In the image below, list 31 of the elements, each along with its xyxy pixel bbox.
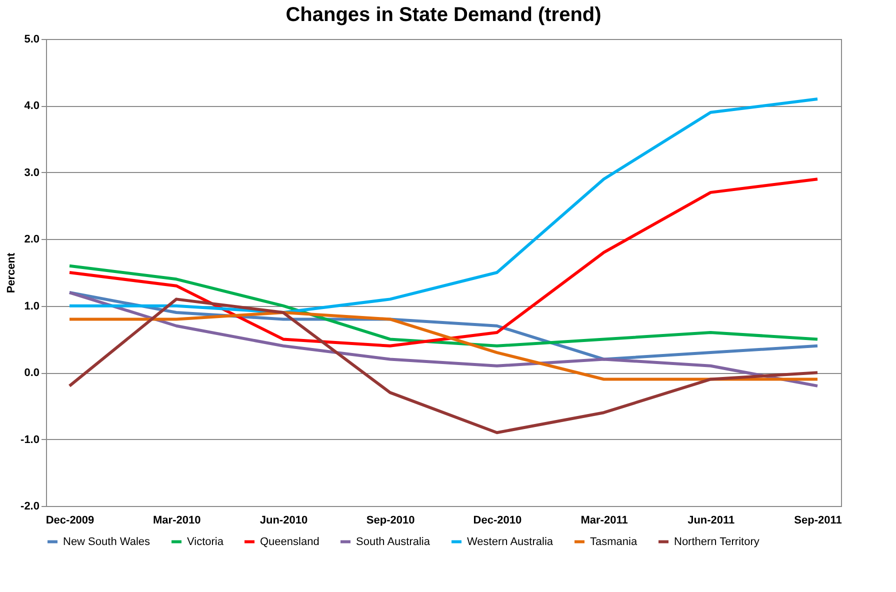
line-series (68, 264, 819, 348)
legend-label: New South Wales (63, 536, 151, 548)
line-series (68, 311, 819, 381)
legend-label: Northern Territory (674, 536, 760, 548)
x-tick-label: Jun-2010 (260, 514, 308, 526)
legend-label: Victoria (187, 536, 224, 548)
line-series (68, 98, 819, 314)
x-tick-label: Mar-2011 (580, 514, 628, 526)
x-tick-label: Jun-2011 (688, 514, 735, 526)
line-series (68, 298, 819, 434)
legend-label: Queensland (260, 536, 320, 548)
y-tick-label: 5.0 (24, 34, 40, 46)
legend-label: South Australia (356, 536, 431, 548)
y-axis-title: Percent (6, 252, 18, 294)
x-tick-label: Sep-2011 (794, 514, 842, 526)
chart-title: Changes in State Demand (trend) (286, 4, 602, 26)
legend-label: Tasmania (590, 536, 638, 548)
y-tick-label: 2.0 (24, 234, 40, 246)
y-tick-label: 0.0 (24, 367, 40, 380)
line-series (68, 178, 819, 348)
y-tick-label: -2.0 (20, 500, 40, 512)
y-tick-label: 4.0 (24, 100, 40, 112)
x-tick-label: Sep-2010 (366, 514, 415, 526)
line-series (68, 291, 819, 388)
y-tick-label: 1.0 (24, 300, 40, 312)
y-tick-label: -1.0 (20, 434, 40, 446)
x-tick-label: Mar-2010 (153, 514, 201, 526)
y-tick-label: 3.0 (24, 166, 40, 179)
legend-label: Western Australia (467, 536, 554, 548)
x-tick-label: Dec-2009 (46, 514, 94, 526)
x-tick-label: Dec-2010 (473, 514, 522, 526)
